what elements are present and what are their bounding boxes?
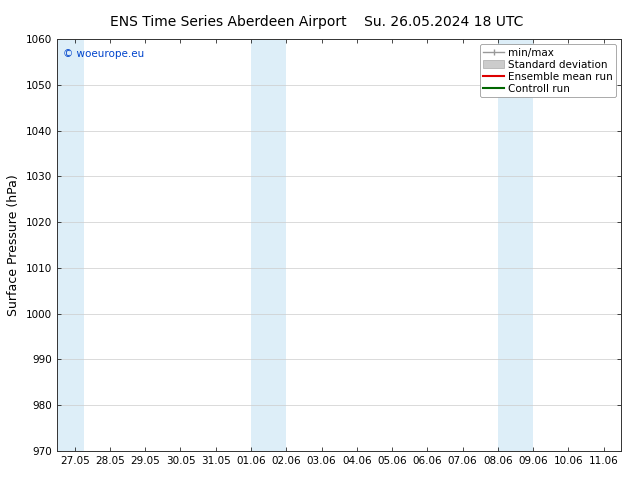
- Y-axis label: Surface Pressure (hPa): Surface Pressure (hPa): [8, 174, 20, 316]
- Bar: [57, 39, 84, 451]
- Text: ENS Time Series Aberdeen Airport    Su. 26.05.2024 18 UTC: ENS Time Series Aberdeen Airport Su. 26.…: [110, 15, 524, 29]
- Bar: [251, 39, 287, 451]
- Legend: min/max, Standard deviation, Ensemble mean run, Controll run: min/max, Standard deviation, Ensemble me…: [480, 45, 616, 97]
- Bar: [498, 39, 533, 451]
- Text: © woeurope.eu: © woeurope.eu: [63, 49, 144, 59]
